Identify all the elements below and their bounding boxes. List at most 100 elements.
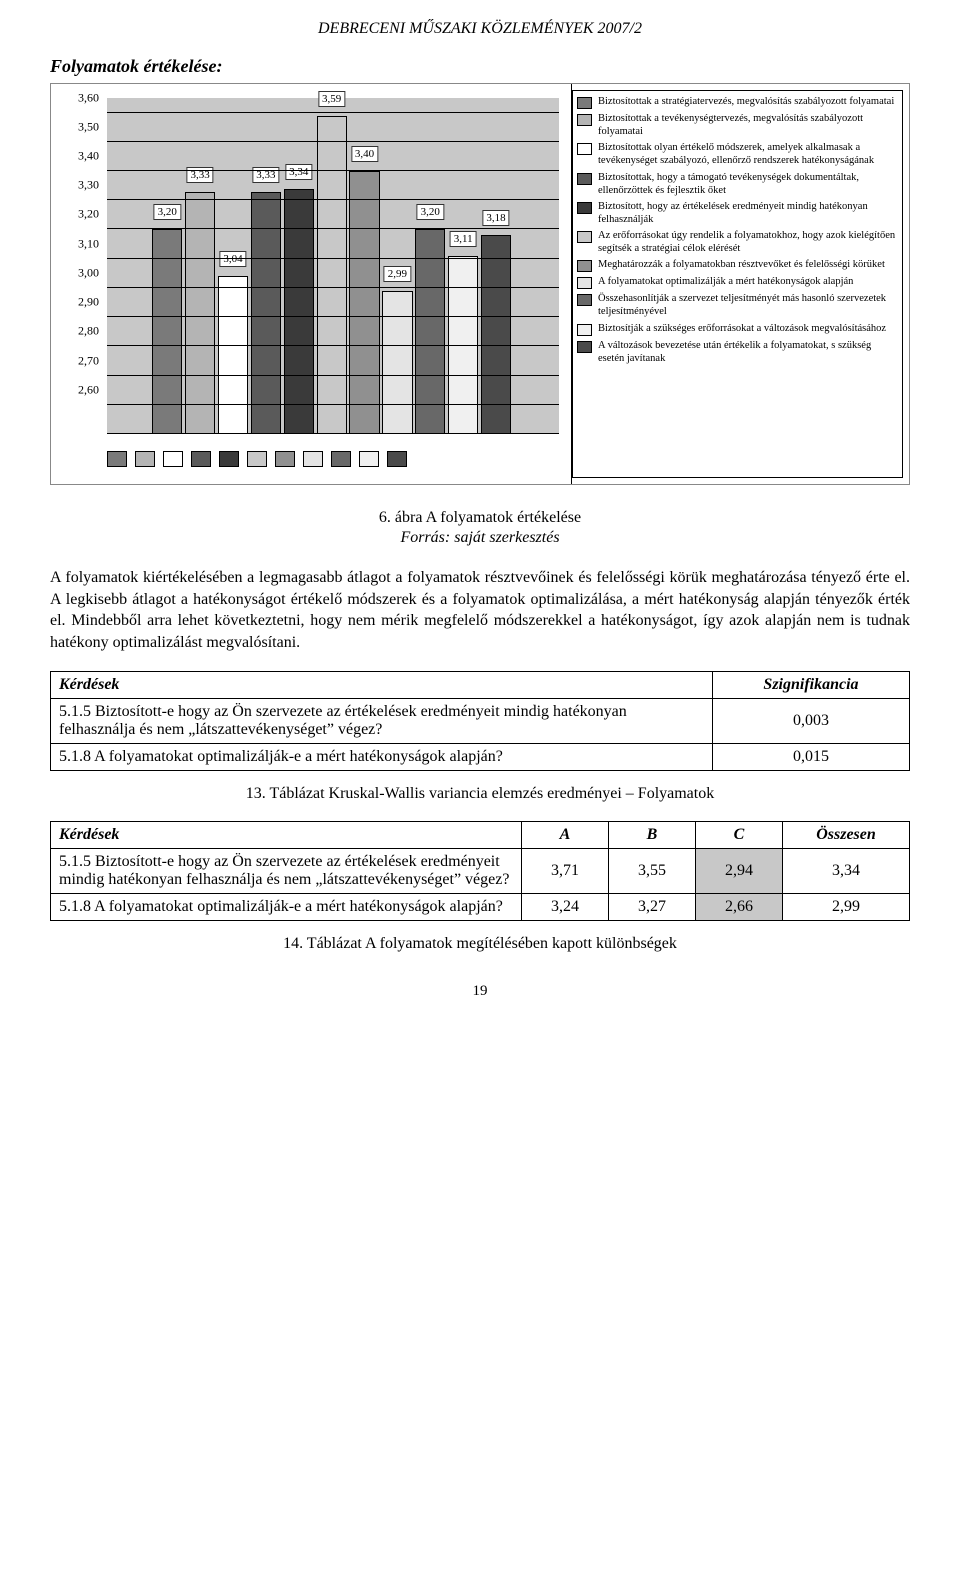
y-tick-label: 3,50 [78, 119, 99, 134]
x-axis-swatch [163, 451, 183, 467]
legend-item: Biztosítják a szükséges erőforrásokat a … [577, 322, 898, 336]
chart-bar: 3,34 [284, 189, 314, 434]
legend-label: Biztosítottak a tevékenységtervezés, meg… [598, 112, 898, 138]
y-tick-label: 3,30 [78, 178, 99, 193]
legend-item: A folyamatokat optimalizálják a mért hat… [577, 275, 898, 289]
table-cell: 3,34 [783, 849, 910, 894]
legend-item: Összehasonlítják a szervezet teljesítmén… [577, 292, 898, 318]
table-caption: 14. Táblázat A folyamatok megítélésében … [50, 935, 910, 953]
legend-item: Biztosítottak olyan értékelő módszerek, … [577, 141, 898, 167]
chart-bar: 3,59 [317, 116, 347, 434]
legend-swatch [577, 324, 592, 336]
table-row: 5.1.8 A folyamatokat optimalizálják-e a … [51, 744, 910, 771]
bar-value-label: 3,20 [154, 204, 181, 220]
legend-label: Összehasonlítják a szervezet teljesítmén… [598, 292, 898, 318]
table-cell: 0,015 [713, 744, 910, 771]
y-tick-label: 3,60 [78, 90, 99, 105]
legend-label: A változások bevezetése után értékelik a… [598, 339, 898, 365]
legend-item: A változások bevezetése után értékelik a… [577, 339, 898, 365]
legend-swatch [577, 341, 592, 353]
figure-caption: 6. ábra A folyamatok értékelése [50, 509, 910, 527]
bar-value-label: 3,59 [318, 91, 345, 107]
table-cell: 5.1.5 Biztosított-e hogy az Ön szervezet… [51, 699, 713, 744]
table-cell: 3,55 [609, 849, 696, 894]
legend-label: A folyamatokat optimalizálják a mért hat… [598, 275, 898, 288]
table-cell: 5.1.8 A folyamatokat optimalizálják-e a … [51, 744, 713, 771]
y-tick-label: 2,90 [78, 295, 99, 310]
table-cell: 3,27 [609, 894, 696, 921]
y-tick-label: 2,80 [78, 324, 99, 339]
bar-value-label: 3,33 [252, 167, 279, 183]
x-axis-swatch [107, 451, 127, 467]
y-tick-label: 3,40 [78, 149, 99, 164]
bar-value-label: 3,40 [351, 146, 378, 162]
results-table: Kérdések A B C Összesen 5.1.5 Biztosítot… [50, 821, 910, 921]
table-cell: 5.1.8 A folyamatokat optimalizálják-e a … [51, 894, 522, 921]
body-paragraph: A folyamatok kiértékelésében a legmagasa… [50, 567, 910, 653]
table-header: A [522, 822, 609, 849]
table-cell: 5.1.5 Biztosított-e hogy az Ön szervezet… [51, 849, 522, 894]
table-header: Kérdések [51, 822, 522, 849]
x-axis-swatch [191, 451, 211, 467]
table-header: C [696, 822, 783, 849]
x-axis-swatch [359, 451, 379, 467]
chart-bar: 3,40 [349, 171, 379, 434]
legend-swatch [577, 97, 592, 109]
x-axis-swatch [219, 451, 239, 467]
legend-item: Az erőforrásokat úgy rendelik a folyamat… [577, 229, 898, 255]
table-cell: 2,99 [783, 894, 910, 921]
legend-item: Meghatározzák a folyamatokban résztvevők… [577, 258, 898, 272]
y-tick-label: 2,60 [78, 382, 99, 397]
table-header: Összesen [783, 822, 910, 849]
chart-container: 2,60 2,70 2,80 2,90 3,00 3,10 3,20 3,30 3,40 3,50… [50, 83, 910, 485]
y-tick-label: 3,00 [78, 265, 99, 280]
bar-value-label: 3,33 [187, 167, 214, 183]
table-header: B [609, 822, 696, 849]
x-axis-swatch [135, 451, 155, 467]
table-cell: 3,71 [522, 849, 609, 894]
chart-bar: 3,04 [218, 276, 248, 434]
legend-label: Az erőforrásokat úgy rendelik a folyamat… [598, 229, 898, 255]
section-heading: Folyamatok értékelése: [50, 56, 910, 77]
y-tick-label: 3,10 [78, 236, 99, 251]
legend-label: Biztosítottak olyan értékelő módszerek, … [598, 141, 898, 167]
chart-plot: 2,60 2,70 2,80 2,90 3,00 3,10 3,20 3,30 3,40 3,50… [51, 84, 572, 484]
table-cell: 2,66 [696, 894, 783, 921]
x-axis-swatch [247, 451, 267, 467]
table-row: 5.1.5 Biztosított-e hogy az Ön szervezet… [51, 849, 910, 894]
legend-swatch [577, 202, 592, 214]
x-axis-swatch [387, 451, 407, 467]
chart-bar: 2,99 [382, 291, 412, 434]
table-caption: 13. Táblázat Kruskal-Wallis variancia el… [50, 785, 910, 803]
legend-swatch [577, 143, 592, 155]
legend-item: Biztosítottak a tevékenységtervezés, meg… [577, 112, 898, 138]
legend-swatch [577, 294, 592, 306]
legend-swatch [577, 173, 592, 185]
table-cell: 2,94 [696, 849, 783, 894]
journal-header: DEBRECENI MŰSZAKI KÖZLEMÉNYEK 2007/2 [50, 20, 910, 38]
legend-label: Biztosított, hogy az értékelések eredmén… [598, 200, 898, 226]
legend-label: Meghatározzák a folyamatokban résztvevők… [598, 258, 898, 271]
legend-item: Biztosítottak, hogy a támogató tevékenys… [577, 171, 898, 197]
legend-swatch [577, 277, 592, 289]
bar-value-label: 3,34 [285, 164, 312, 180]
figure-source: Forrás: saját szerkesztés [50, 529, 910, 547]
bar-value-label: 2,99 [384, 266, 411, 282]
legend-item: Biztosított, hogy az értékelések eredmén… [577, 200, 898, 226]
y-tick-label: 2,70 [78, 353, 99, 368]
legend-label: Biztosítottak a stratégiatervezés, megva… [598, 95, 898, 108]
legend-label: Biztosítják a szükséges erőforrásokat a … [598, 322, 898, 335]
bar-value-label: 3,18 [482, 210, 509, 226]
table-cell: 0,003 [713, 699, 910, 744]
bar-value-label: 3,20 [417, 204, 444, 220]
table-row: 5.1.8 A folyamatokat optimalizálják-e a … [51, 894, 910, 921]
significance-table: Kérdések Szignifikancia 5.1.5 Biztosítot… [50, 671, 910, 771]
table-header: Kérdések [51, 672, 713, 699]
legend-swatch [577, 231, 592, 243]
page-number: 19 [50, 983, 910, 1000]
table-cell: 3,24 [522, 894, 609, 921]
bar-value-label: 3,04 [219, 251, 246, 267]
table-header: Szignifikancia [713, 672, 910, 699]
legend-swatch [577, 260, 592, 272]
bar-value-label: 3,11 [450, 231, 477, 247]
